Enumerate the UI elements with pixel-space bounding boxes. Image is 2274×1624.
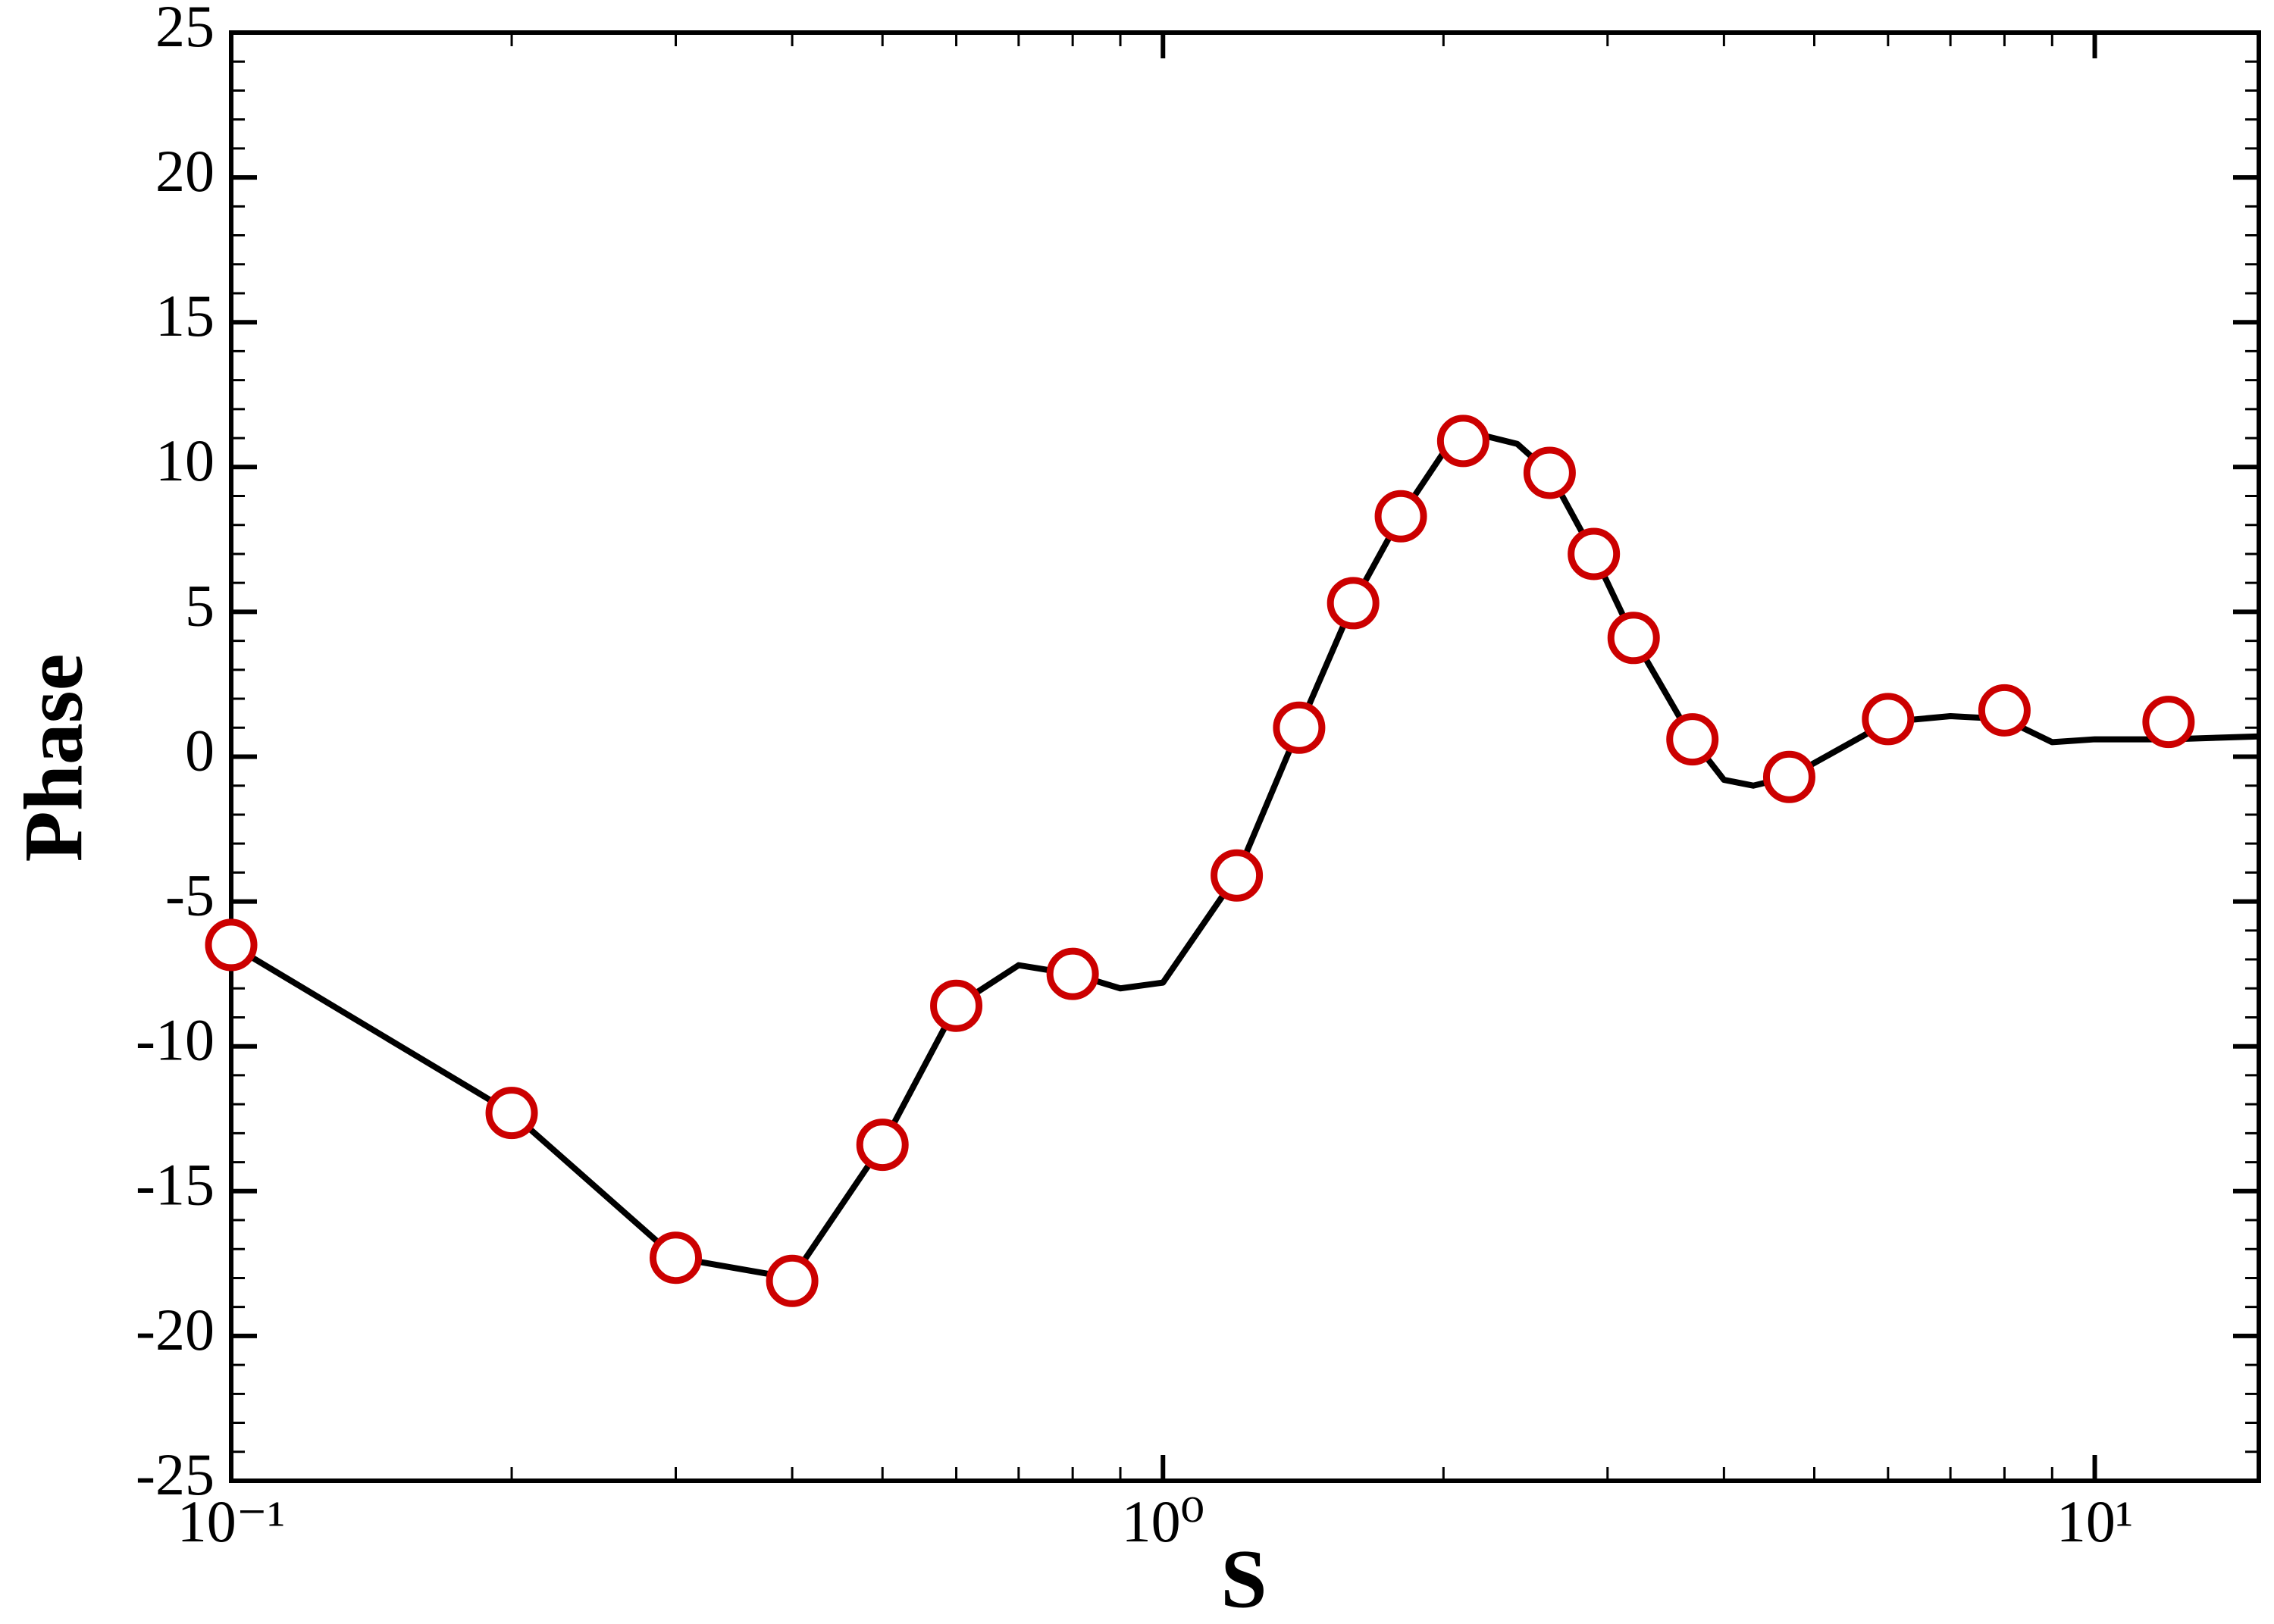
data-marker [1326,577,1380,630]
x-tick-label: 10¹ [2056,1488,2133,1554]
y-tick-label: -10 [136,1007,215,1073]
data-marker [1523,446,1576,499]
y-tick-label: -15 [136,1152,215,1218]
y-tick-label: 0 [185,717,215,783]
data-marker [1046,947,1099,1000]
data-marker [1374,490,1427,543]
y-tick-label: 15 [155,283,215,349]
data-marker [1568,527,1621,580]
data-marker [1862,693,1915,746]
data-marker [766,1254,819,1307]
data-marker [1666,713,1719,766]
data-marker [1273,701,1326,754]
data-marker [930,979,983,1032]
data-marker [1607,612,1660,665]
y-tick-label: 5 [185,572,215,638]
x-tick-label: 10⁰ [1122,1488,1204,1554]
data-marker [1436,415,1489,468]
data-marker [1762,750,1815,803]
x-tick-label: 10⁻¹ [177,1488,286,1554]
y-tick-label: -5 [165,862,215,928]
data-marker [1978,684,2031,737]
y-tick-label: 10 [155,427,215,493]
y-tick-label: 25 [155,0,215,59]
data-marker [485,1087,538,1140]
data-marker [2142,696,2195,749]
data-marker [1211,849,1264,902]
data-marker [205,918,258,972]
y-tick-label: -25 [136,1441,215,1507]
y-tick-label: -20 [136,1297,215,1363]
data-marker [650,1231,703,1284]
x-axis-title: S [1220,1532,1267,1624]
y-axis-title: Phase [7,654,99,862]
data-marker [856,1119,909,1172]
plot-frame [229,30,2261,1483]
y-tick-label: 20 [155,138,215,204]
